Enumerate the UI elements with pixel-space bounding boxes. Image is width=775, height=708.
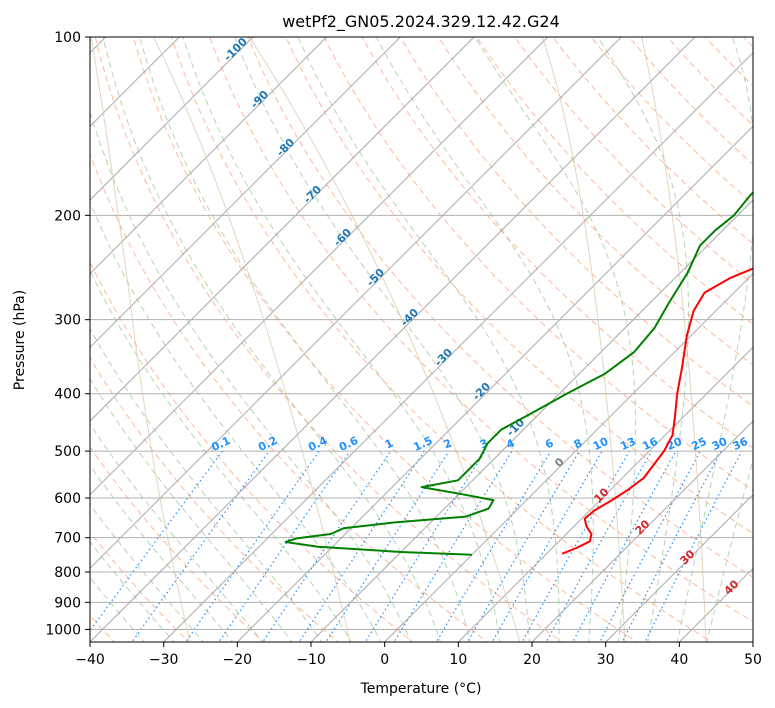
x-tick-label: 0	[380, 652, 389, 668]
y-tick-label: 700	[54, 531, 81, 547]
x-tick-label: −40	[75, 652, 105, 668]
x-tick-label: 50	[744, 652, 762, 668]
moist-adiabat	[90, 110, 412, 642]
mixing-ratio-line	[393, 450, 513, 642]
skewed-isotherm	[90, 37, 696, 642]
skewed-isotherm	[90, 37, 401, 349]
mixing-ratio-line	[621, 450, 722, 642]
skewed-isotherm	[236, 125, 753, 642]
x-axis: −40 −30 −20 −10 0 10 20 30 40 50	[75, 642, 762, 668]
dry-adiabat	[90, 152, 489, 642]
skewed-isotherms	[90, 37, 753, 642]
y-tick-label: 900	[54, 595, 81, 611]
skewed-isotherm	[163, 51, 753, 642]
y-tick-label: 100	[54, 30, 81, 46]
mixing-ratio-line	[435, 450, 552, 642]
mixing-ratio-line	[298, 450, 425, 642]
mixing-ratio-label: 30	[710, 435, 730, 453]
y-tick-label: 600	[54, 491, 81, 507]
y-tick-label: 300	[54, 313, 81, 329]
y-axis: 100 200 300 400 500 600 700 800 900 1000	[45, 30, 90, 638]
mixing-ratio-line	[90, 450, 223, 632]
skewed-isotherm	[90, 37, 328, 275]
skewed-isotherm	[90, 37, 622, 570]
y-tick-label: 1000	[45, 622, 81, 638]
mixing-ratio-label: 25	[689, 435, 708, 453]
pressure-gridlines	[90, 37, 753, 630]
dewpoint-profile	[284, 191, 753, 556]
mixing-ratio-label: 16	[640, 435, 660, 453]
profile-series	[284, 191, 753, 556]
mixing-ratio-label: 13	[618, 435, 637, 453]
mixing-ratio-line	[218, 450, 351, 642]
y-tick-label: 400	[54, 387, 81, 403]
y-axis-label: Pressure (hPa)	[12, 290, 28, 390]
plot-frame	[89, 36, 754, 643]
dry-adiabat	[514, 37, 753, 285]
skewed-isotherm	[90, 37, 254, 201]
mixing-ratio-line	[325, 450, 450, 642]
y-tick-label: 500	[54, 444, 81, 460]
chart-title: wetPf2_GN05.2024.329.12.42.G24	[282, 12, 560, 32]
isohume-arc	[541, 37, 626, 642]
x-tick-label: −30	[149, 652, 179, 668]
isohume-arc	[641, 37, 707, 642]
x-tick-label: 10	[449, 652, 467, 668]
isohume-arc	[248, 37, 521, 642]
isohume-arc	[90, 37, 191, 642]
dry-adiabat	[476, 37, 753, 325]
skewed-isotherm	[457, 346, 753, 642]
mixing-ratio-label: 36	[731, 435, 751, 453]
x-tick-label: −10	[296, 652, 326, 668]
x-tick-label: 20	[523, 652, 541, 668]
skewed-isotherm	[90, 37, 549, 496]
mixing-ratio-labels: 0.1 0.2 0.4 0.6 1 1.5 2 3 4 6 8 10 13 16 20 25 30 36	[209, 434, 750, 454]
y-tick-label: 800	[54, 565, 81, 581]
x-axis-label: Temperature (°C)	[360, 681, 482, 697]
skewed-isotherm	[531, 420, 753, 642]
skewed-isotherm	[310, 199, 753, 642]
skewed-isotherm	[90, 37, 475, 422]
mixing-ratio-line	[644, 450, 743, 642]
x-tick-label: 30	[597, 652, 615, 668]
x-tick-label: 40	[670, 652, 688, 668]
y-tick-label: 200	[54, 208, 81, 224]
x-tick-label: −20	[223, 652, 253, 668]
plot-area: -100-90-80-70-60-50-40-30-20-10 0.1 0.2 0.…	[90, 37, 753, 642]
mixing-ratio-label: 10	[591, 435, 611, 453]
temperature-profile	[561, 267, 753, 555]
skewed-isotherm	[605, 493, 753, 642]
dry-adiabat	[90, 260, 414, 642]
mixing-ratio-line	[521, 450, 631, 642]
